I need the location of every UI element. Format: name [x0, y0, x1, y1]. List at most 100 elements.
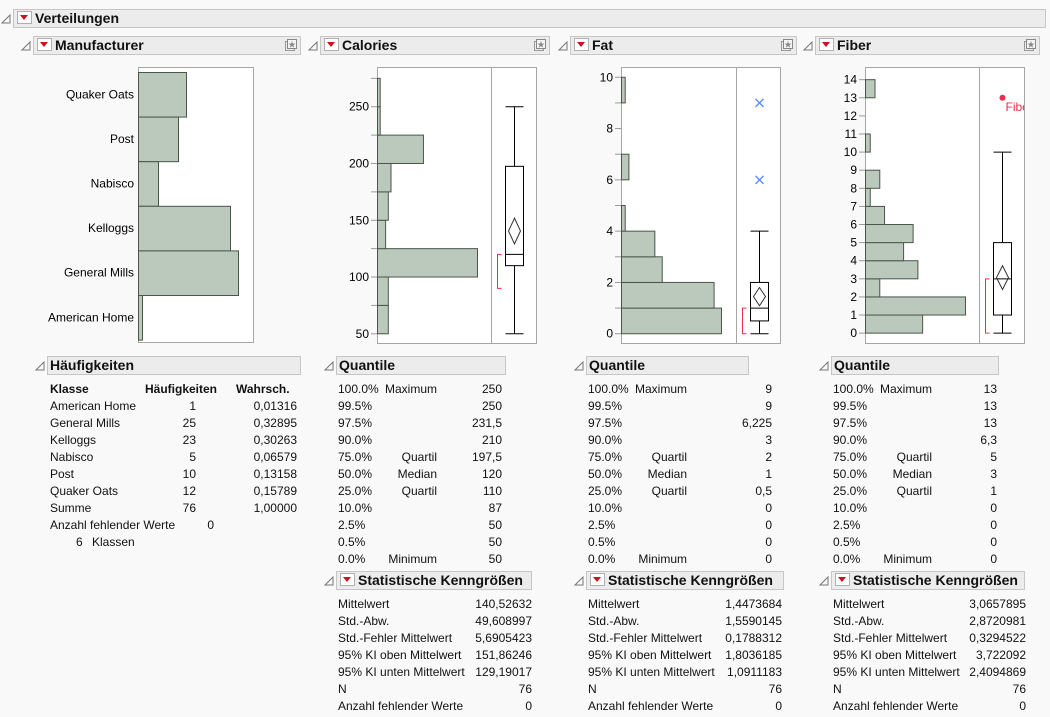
statistic-value: 0 [525, 699, 532, 713]
disclosure-triangle-icon[interactable] [574, 576, 584, 586]
quantile-percent: 25.0% [833, 484, 868, 498]
axis-tick-label: 9 [850, 163, 857, 177]
calories-histogram-frame: 50 100 150 200 250 [349, 67, 492, 344]
histogram-bar [377, 134, 424, 164]
quantile-percent: 97.5% [338, 416, 373, 430]
quantile-label [872, 534, 932, 551]
quantile-label [627, 500, 687, 517]
histogram-bar [377, 248, 478, 278]
axis-tick-label: 0 [850, 326, 857, 340]
star-frame-icon[interactable] [285, 39, 297, 51]
histogram-bar [621, 281, 715, 309]
fat-quantiles-header[interactable]: Quantile [586, 356, 749, 375]
fat-summary-statistics-header[interactable]: Statistische Kenngrößen [586, 571, 784, 590]
disclosure-triangle-icon[interactable] [819, 576, 829, 586]
statistic-value: 2,8720981 [969, 614, 1026, 628]
histogram-bar [865, 169, 881, 189]
calories-summary-statistics-header[interactable]: Statistische Kenngrößen [336, 571, 532, 590]
quantile-value: 1 [765, 467, 772, 481]
quantile-percent: 50.0% [833, 467, 868, 481]
red-dropdown-menu-icon[interactable] [340, 573, 355, 586]
disclosure-triangle-icon[interactable] [1, 14, 11, 24]
missing-values-count: 0 [207, 518, 214, 532]
red-dropdown-menu-icon[interactable] [17, 11, 32, 24]
quantile-label [627, 415, 687, 432]
red-dropdown-menu-icon[interactable] [590, 573, 605, 586]
frequency-count: 12 [182, 484, 196, 498]
histogram-bar [377, 219, 387, 250]
quantile-value: 250 [481, 382, 502, 396]
fiber-boxplot-frame: Fibe [979, 67, 1025, 344]
statistic-label: Anzahl fehlender Werte [833, 699, 959, 713]
bar-general-mills [138, 250, 239, 296]
disclosure-triangle-icon[interactable] [324, 576, 334, 586]
fiber-header[interactable]: Fiber [815, 36, 1040, 55]
manufacturer-bar-chart: Quaker Oats Post Nabisco Kelloggs General Mi… [48, 72, 239, 341]
histogram-bar [621, 76, 626, 104]
fiber-quantiles-header[interactable]: Quantile [831, 356, 999, 375]
quantile-percent: 75.0% [833, 450, 868, 464]
fat-histogram-frame: 0 2 4 6 8 10 [600, 67, 737, 344]
frequencies-header[interactable]: Häufigkeiten [47, 356, 301, 375]
histogram-bar [377, 276, 389, 306]
frequency-count: 1 [189, 399, 196, 413]
manufacturer-header[interactable]: Manufacturer [33, 36, 301, 55]
report-header[interactable]: Verteilungen [13, 9, 1046, 28]
statistic-label: N [833, 682, 842, 696]
category-label: American Home [48, 310, 134, 324]
quantile-percent: 99.5% [588, 399, 623, 413]
disclosure-triangle-icon[interactable] [574, 361, 584, 371]
bar-post [138, 116, 179, 163]
calories-boxplot [497, 106, 524, 335]
calories-header[interactable]: Calories [320, 36, 550, 55]
histogram-bar [865, 187, 871, 207]
category-label: Nabisco [91, 177, 135, 191]
axis-tick-label: 2 [606, 275, 613, 289]
disclosure-triangle-icon[interactable] [819, 361, 829, 371]
fiber-summary-statistics-header[interactable]: Statistische Kenngrößen [831, 571, 1025, 590]
outlier-point[interactable] [755, 175, 764, 185]
bar-american-home [138, 295, 143, 341]
red-dropdown-menu-icon[interactable] [37, 38, 52, 51]
category-label: Kelloggs [88, 221, 134, 235]
star-frame-icon[interactable] [781, 39, 793, 51]
frequency-probability: 0,32895 [253, 416, 297, 430]
fat-header[interactable]: Fat [570, 36, 797, 55]
histogram-bar [377, 304, 389, 335]
quantile-label: Quartil [896, 450, 932, 464]
outlier-point[interactable] [999, 94, 1006, 101]
disclosure-triangle-icon[interactable] [803, 41, 813, 51]
star-frame-icon[interactable] [534, 39, 546, 51]
red-dropdown-menu-icon[interactable] [835, 573, 850, 586]
statistic-label: Std.-Fehler Mittelwert [588, 631, 703, 645]
missing-values-label: Anzahl fehlender Werte [50, 518, 176, 532]
quantile-label: Maximum [384, 382, 437, 396]
axis-tick-label: 13 [844, 91, 858, 105]
quantile-value: 1 [990, 484, 997, 498]
histogram-bar [865, 278, 881, 298]
red-dropdown-menu-icon[interactable] [324, 38, 339, 51]
quantile-percent: 0.0% [588, 552, 616, 566]
quantile-percent: 2.5% [588, 518, 616, 532]
fiber-quantiles-header-title: Quantile [834, 357, 891, 373]
disclosure-triangle-icon[interactable] [558, 41, 568, 51]
frequency-class: Nabisco [50, 450, 94, 464]
disclosure-triangle-icon[interactable] [21, 41, 31, 51]
calories-quantiles-header[interactable]: Quantile [336, 356, 506, 375]
outlier-point[interactable] [755, 98, 764, 108]
statistic-label: Anzahl fehlender Werte [588, 699, 714, 713]
frequency-probability: 0,30263 [253, 433, 297, 447]
quantile-label: Quartil [401, 450, 437, 464]
quantile-percent: 75.0% [338, 450, 373, 464]
red-dropdown-menu-icon[interactable] [574, 38, 589, 51]
frequency-probability: 1,00000 [253, 501, 297, 515]
disclosure-triangle-icon[interactable] [324, 361, 334, 371]
star-frame-icon[interactable] [1024, 39, 1036, 51]
statistic-label: Std.-Fehler Mittelwert [833, 631, 948, 645]
disclosure-triangle-icon[interactable] [308, 41, 318, 51]
statistic-label: Mittelwert [338, 597, 390, 611]
disclosure-triangle-icon[interactable] [35, 361, 45, 371]
red-dropdown-menu-icon[interactable] [819, 38, 834, 51]
classes-count: 6 [76, 535, 83, 549]
calories-histogram: 50 100 150 200 250 [349, 77, 478, 341]
